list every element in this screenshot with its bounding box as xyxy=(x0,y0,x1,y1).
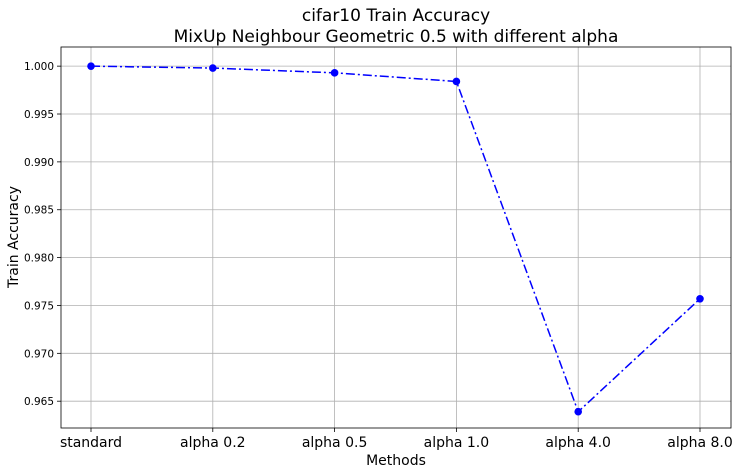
y-tick-label: 0.970 xyxy=(24,348,54,360)
chart-subtitle: MixUp Neighbour Geometric 0.5 with diffe… xyxy=(174,27,619,47)
y-tick-label: 1.000 xyxy=(24,61,54,73)
x-tick-label: alpha 8.0 xyxy=(667,435,733,451)
series-line xyxy=(90,65,701,414)
y-tick-label: 0.985 xyxy=(24,205,54,217)
y-axis: 0.965 0.970 0.975 0.980 0.985 0.990 0.995 1.000 xyxy=(24,61,61,408)
x-axis-label: Methods xyxy=(366,453,426,469)
y-tick-label: 0.990 xyxy=(24,157,54,169)
chart-title: cifar10 Train Accuracy xyxy=(302,6,490,26)
data-point xyxy=(574,407,582,416)
data-point xyxy=(696,294,704,303)
plot-frame xyxy=(60,46,732,429)
x-tick-label: alpha 4.0 xyxy=(545,435,611,451)
y-tick-label: 0.995 xyxy=(24,109,54,121)
y-tick-label: 0.975 xyxy=(24,300,54,312)
data-point xyxy=(330,69,339,77)
y-tick-label: 0.965 xyxy=(24,396,54,408)
x-tick-label: alpha 0.5 xyxy=(302,435,368,451)
y-tick-label: 0.980 xyxy=(24,253,54,265)
x-axis: standard alpha 0.2 alpha 0.5 alpha 1.0 alpha… xyxy=(60,428,733,451)
data-point xyxy=(452,77,461,86)
x-tick-label: alpha 0.2 xyxy=(180,435,246,451)
grid xyxy=(61,47,731,428)
data-point xyxy=(87,62,95,70)
x-tick-label: alpha 1.0 xyxy=(424,435,490,451)
y-axis-label: Train Accuracy xyxy=(6,186,22,289)
series xyxy=(87,62,704,416)
data-point xyxy=(209,64,217,72)
x-tick-label: standard xyxy=(60,435,122,451)
